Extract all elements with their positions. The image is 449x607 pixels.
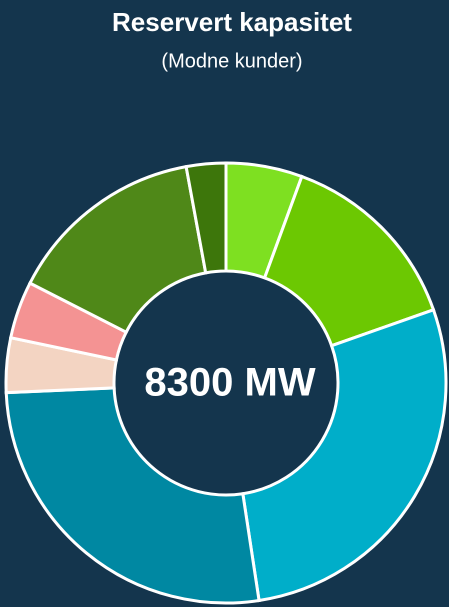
- donut-slice: [4, 386, 261, 605]
- chart-subtitle: (Modne kunder): [161, 50, 302, 72]
- chart-title: Reservert kapasitet: [112, 7, 352, 37]
- donut-slice: [241, 307, 448, 603]
- donut-slice: [27, 164, 208, 335]
- donut-slice: [184, 161, 228, 275]
- slices: [4, 161, 448, 605]
- center-label: 8300 MW: [144, 361, 315, 405]
